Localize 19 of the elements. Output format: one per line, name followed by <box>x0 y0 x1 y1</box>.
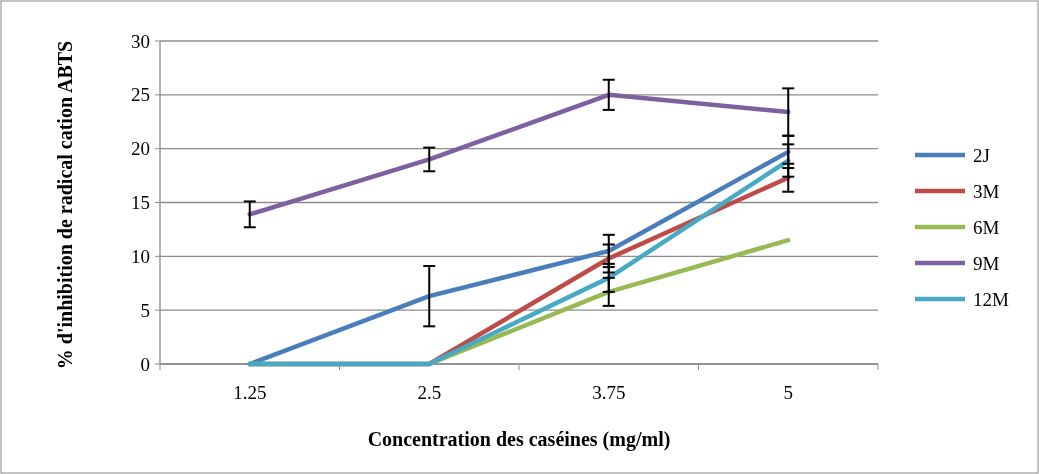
x-tick-label: 5 <box>783 382 793 403</box>
y-tick-label: 5 <box>140 299 150 321</box>
x-tick-label: 1.25 <box>233 382 267 403</box>
legend-label: 12M <box>973 288 1009 310</box>
y-tick-label: 20 <box>131 138 150 160</box>
line-series <box>247 92 791 217</box>
legend-label: 6M <box>973 216 1000 238</box>
x-axis-title: Concentration des caséines (mg/ml) <box>367 428 671 451</box>
x-tick-label: 3.75 <box>592 382 626 403</box>
y-tick-label: 15 <box>131 192 150 214</box>
y-tick-label: 10 <box>131 245 150 267</box>
legend-label: 2J <box>973 144 990 166</box>
x-tick-label: 2.5 <box>417 382 442 403</box>
legend-label: 3M <box>973 180 1000 202</box>
y-axis-title: % d'inhibition de radical cation ABTS <box>53 39 77 372</box>
y-tick-label: 0 <box>140 353 150 375</box>
y-tick-label: 25 <box>131 84 150 106</box>
legend-label: 9M <box>973 252 1000 274</box>
y-tick-label: 30 <box>131 30 150 52</box>
